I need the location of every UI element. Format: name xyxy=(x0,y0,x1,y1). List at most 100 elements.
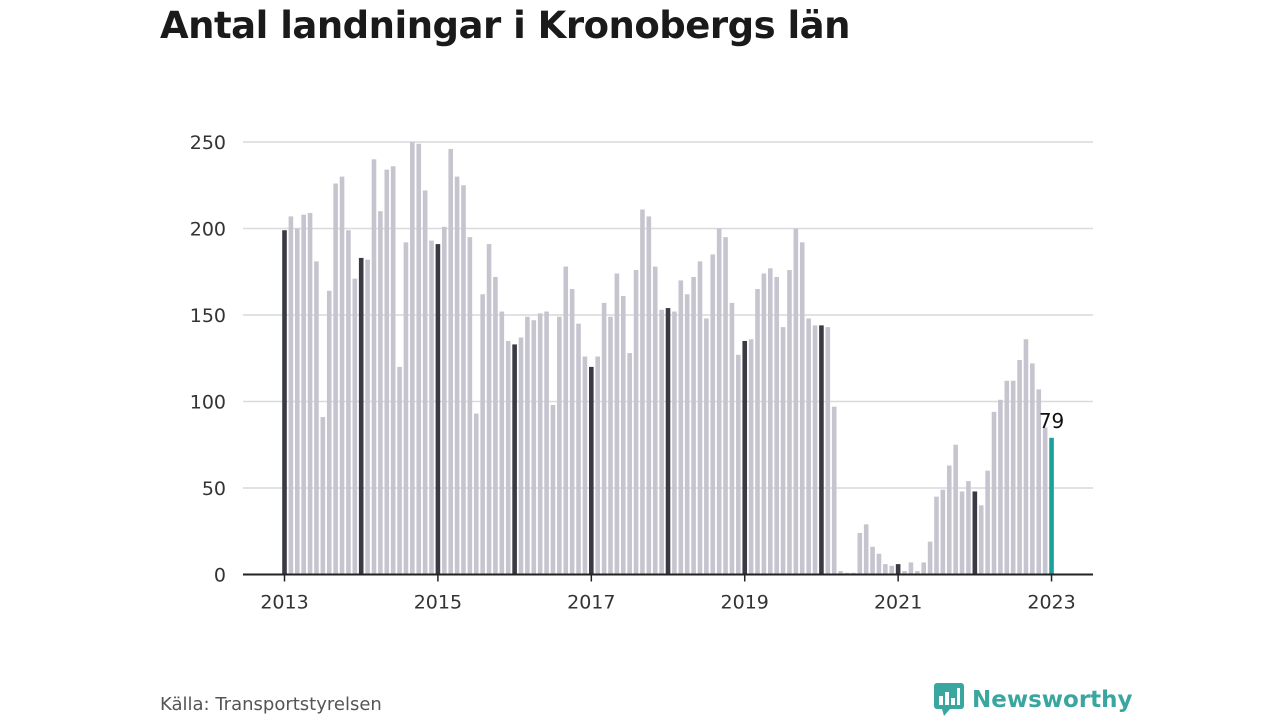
bar[interactable] xyxy=(697,261,703,575)
bar[interactable] xyxy=(748,339,754,575)
bar[interactable] xyxy=(991,411,997,575)
bar[interactable] xyxy=(346,230,351,575)
bar[interactable] xyxy=(461,185,466,575)
bar[interactable] xyxy=(589,366,594,575)
bar[interactable] xyxy=(512,344,517,575)
bar[interactable] xyxy=(397,366,402,575)
bar[interactable] xyxy=(966,481,971,575)
bar[interactable] xyxy=(780,327,786,575)
bar[interactable] xyxy=(723,237,728,575)
bar[interactable] xyxy=(454,176,460,575)
bar[interactable] xyxy=(608,316,613,575)
bar[interactable] xyxy=(576,323,581,575)
bar[interactable] xyxy=(742,340,748,575)
bar[interactable] xyxy=(710,254,716,575)
brand[interactable]: Newsworthy xyxy=(934,683,1133,717)
bar[interactable] xyxy=(883,564,888,575)
bar[interactable] xyxy=(934,496,939,575)
bar[interactable] xyxy=(857,532,863,575)
bar[interactable] xyxy=(416,143,422,575)
bar[interactable] xyxy=(953,444,958,575)
bar[interactable] xyxy=(1010,380,1016,575)
bar[interactable] xyxy=(1030,363,1035,575)
bar[interactable] xyxy=(729,302,735,575)
bar[interactable] xyxy=(531,320,537,575)
bar[interactable] xyxy=(1036,389,1042,575)
bar[interactable] xyxy=(1023,339,1029,575)
bar[interactable] xyxy=(320,417,326,575)
bar[interactable] xyxy=(659,309,664,575)
bar[interactable] xyxy=(1042,427,1048,575)
bar[interactable] xyxy=(716,228,722,575)
bar[interactable] xyxy=(282,230,287,575)
bar[interactable] xyxy=(390,166,396,575)
bar[interactable] xyxy=(410,142,415,575)
bar[interactable] xyxy=(959,491,965,575)
bar[interactable] xyxy=(595,356,601,575)
bar[interactable] xyxy=(307,212,313,575)
bar[interactable] xyxy=(889,565,895,575)
bar[interactable] xyxy=(493,276,498,575)
bar[interactable] xyxy=(921,562,926,575)
bar[interactable] xyxy=(627,353,632,575)
bar[interactable] xyxy=(448,148,453,575)
bar[interactable] xyxy=(537,313,543,575)
bar[interactable] xyxy=(831,406,837,575)
bar[interactable] xyxy=(371,159,377,575)
bar[interactable] xyxy=(761,273,767,575)
bar[interactable] xyxy=(525,316,530,575)
bar[interactable] xyxy=(684,294,690,575)
bar[interactable] xyxy=(301,214,306,575)
bar[interactable] xyxy=(946,465,952,575)
bar[interactable] xyxy=(985,470,990,575)
bar[interactable] xyxy=(787,270,792,575)
bar[interactable] xyxy=(1004,380,1010,575)
bar[interactable] xyxy=(569,289,575,575)
bar[interactable] xyxy=(672,311,677,575)
bar[interactable] xyxy=(863,524,869,575)
bar[interactable] xyxy=(927,541,933,575)
bar[interactable] xyxy=(665,308,671,575)
bar[interactable] xyxy=(429,240,434,575)
bar[interactable] xyxy=(601,302,607,575)
bar[interactable] xyxy=(915,571,920,575)
bar[interactable] xyxy=(326,290,332,575)
bar[interactable] xyxy=(870,546,875,575)
bar[interactable] xyxy=(640,209,645,575)
bar[interactable] xyxy=(819,325,824,575)
bar[interactable] xyxy=(736,354,741,575)
bar[interactable] xyxy=(902,571,907,575)
bar[interactable] xyxy=(838,571,843,575)
bar[interactable] xyxy=(978,505,984,575)
bar[interactable] xyxy=(793,228,799,575)
bar[interactable] xyxy=(544,311,549,575)
bar[interactable] xyxy=(825,327,831,575)
bar[interactable] xyxy=(518,337,524,575)
bar[interactable] xyxy=(435,244,441,575)
bar[interactable] xyxy=(314,261,319,575)
bar[interactable] xyxy=(972,491,978,575)
bar[interactable] xyxy=(755,289,760,575)
bar[interactable] xyxy=(365,259,370,575)
bar[interactable] xyxy=(358,257,364,575)
bar[interactable] xyxy=(473,413,479,575)
bar[interactable] xyxy=(288,216,294,575)
bar[interactable] xyxy=(582,356,588,575)
bar[interactable] xyxy=(550,404,556,575)
bar[interactable] xyxy=(1049,437,1054,575)
bar[interactable] xyxy=(620,295,626,575)
bar[interactable] xyxy=(940,489,946,575)
bar[interactable] xyxy=(422,190,428,575)
bar[interactable] xyxy=(352,278,358,575)
bar[interactable] xyxy=(333,183,338,575)
bar[interactable] xyxy=(774,276,779,575)
bar[interactable] xyxy=(378,211,383,575)
bar[interactable] xyxy=(704,318,709,575)
bar[interactable] xyxy=(499,311,505,575)
bar[interactable] xyxy=(908,562,914,575)
bar[interactable] xyxy=(767,268,773,575)
bar[interactable] xyxy=(442,226,447,575)
bar[interactable] xyxy=(563,266,569,575)
bar[interactable] xyxy=(678,280,684,575)
bar[interactable] xyxy=(812,325,818,575)
